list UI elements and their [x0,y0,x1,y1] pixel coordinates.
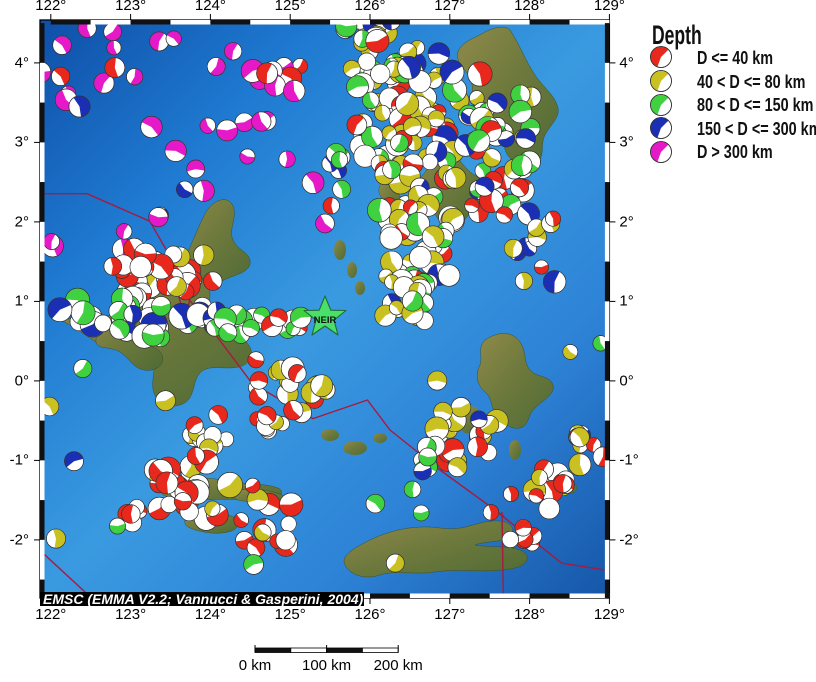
svg-text:NEIR: NEIR [314,315,337,326]
